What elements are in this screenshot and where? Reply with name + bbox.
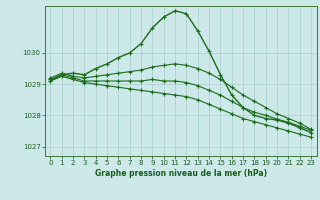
X-axis label: Graphe pression niveau de la mer (hPa): Graphe pression niveau de la mer (hPa)	[95, 169, 267, 178]
